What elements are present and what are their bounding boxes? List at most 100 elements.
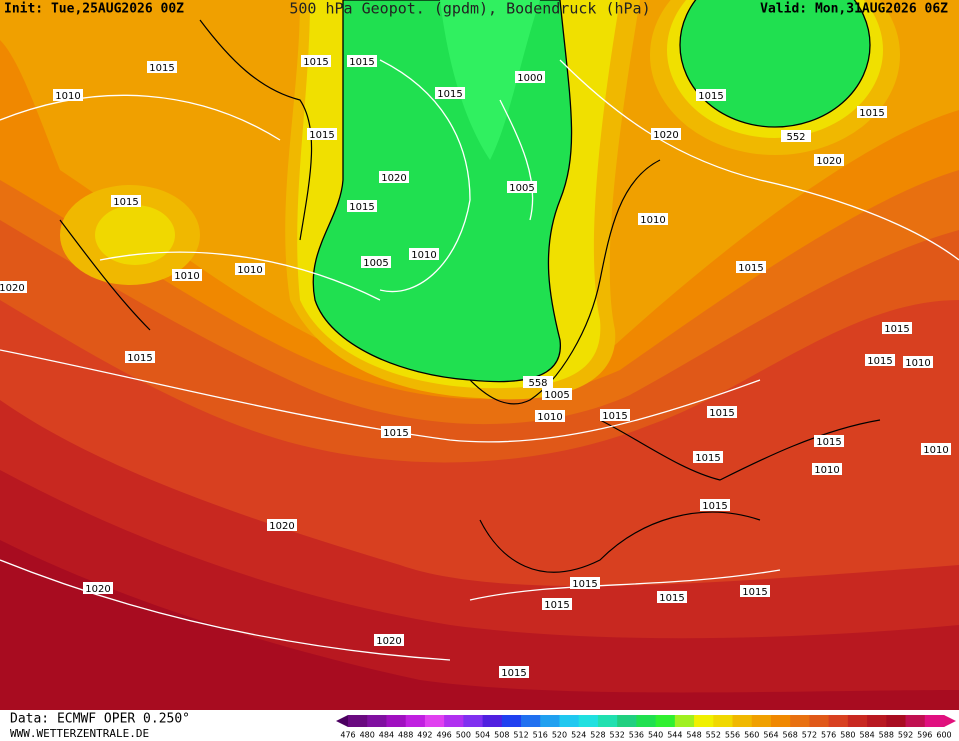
isobar-label-box xyxy=(903,356,933,368)
colorbar-tick-label: 532 xyxy=(610,731,625,740)
colorbar-tick-label: 596 xyxy=(917,731,932,740)
color-bin xyxy=(847,715,868,727)
isobar-label-box xyxy=(812,463,842,475)
colorbar-tick-label: 524 xyxy=(571,731,586,740)
color-bin xyxy=(790,715,810,727)
colorbar-tick-label: 512 xyxy=(513,731,528,740)
isobar-label: 1020 xyxy=(816,156,841,167)
color-bin xyxy=(521,715,541,727)
data-source: Data: ECMWF OPER 0.250° xyxy=(10,712,190,727)
colorbar-tick-label: 564 xyxy=(763,731,778,740)
isobar-label: 1015 xyxy=(383,428,408,439)
isobar-label: 1020 xyxy=(376,636,401,647)
isobar-label-box xyxy=(347,55,377,67)
color-bin xyxy=(559,715,580,727)
isobar-label-box xyxy=(857,106,887,118)
color-bin xyxy=(540,715,560,727)
colorbar-tick-label: 580 xyxy=(840,731,855,740)
color-bin xyxy=(617,715,637,727)
colorbar-tick-label: 516 xyxy=(533,731,548,740)
colorbar-tick-label: 592 xyxy=(898,731,913,740)
isobar-label: 1015 xyxy=(437,89,462,100)
isobar-label-box xyxy=(111,195,141,207)
isobar-label-box xyxy=(542,388,572,400)
isobar-label: 1015 xyxy=(349,57,374,68)
field xyxy=(679,0,871,128)
color-bin xyxy=(424,715,445,727)
isobar-label: 1010 xyxy=(923,445,948,456)
isobar-label: 1015 xyxy=(127,353,152,364)
site-url: WWW.WETTERZENTRALE.DE xyxy=(10,727,149,740)
isobar-label: 1010 xyxy=(814,465,839,476)
isobar-label-box xyxy=(693,451,723,463)
color-bin xyxy=(597,715,618,727)
isobar-label-box xyxy=(435,87,465,99)
color-bin xyxy=(924,715,945,727)
colorbar-tick-label: 504 xyxy=(475,731,490,740)
color-bin xyxy=(886,715,907,727)
color-bin xyxy=(674,715,695,727)
colorbar-tick-label: 548 xyxy=(686,731,701,740)
isobar-label: 1015 xyxy=(816,437,841,448)
colorbar-tick-label: 488 xyxy=(398,731,413,740)
color-bin xyxy=(578,715,599,727)
color-bin xyxy=(405,715,426,727)
isobar-label-box xyxy=(374,634,404,646)
colorbar-tick-label: 560 xyxy=(744,731,759,740)
colorbar-tick-label: 536 xyxy=(629,731,644,740)
color-bin xyxy=(751,715,772,727)
colorbar-tick-label: 544 xyxy=(667,731,682,740)
isobar-label-box xyxy=(53,89,83,101)
isobar-label: 1000 xyxy=(517,73,542,84)
colorbar-tick-label: 496 xyxy=(436,731,451,740)
isobar-label-box xyxy=(267,519,297,531)
isobar-label: 1015 xyxy=(867,356,892,367)
isobar-label: 1010 xyxy=(537,412,562,423)
isobar-label-box xyxy=(542,598,572,610)
isobar-label: 1015 xyxy=(859,108,884,119)
isobar-label: 1015 xyxy=(742,587,767,598)
colorbar-tick-label: 568 xyxy=(783,731,798,740)
isobar-label-box xyxy=(814,435,844,447)
isobar-label: 1005 xyxy=(509,183,534,194)
isobar-label-box xyxy=(301,55,331,67)
isobar-label-box xyxy=(740,585,770,597)
colorbar-tick-label: 552 xyxy=(706,731,721,740)
field xyxy=(95,205,175,265)
color-bin xyxy=(367,715,387,727)
colorbar-tick-label: 480 xyxy=(360,731,375,740)
isobar-label-box xyxy=(781,130,811,142)
isobar-label-box xyxy=(814,154,844,166)
isobar-label: 552 xyxy=(786,132,805,143)
isobar-label: 1015 xyxy=(702,501,727,512)
isobar-label: 1010 xyxy=(55,91,80,102)
colorbar-low xyxy=(336,715,348,727)
isobar-label: 1010 xyxy=(411,250,436,261)
color-bin xyxy=(386,715,407,727)
colorbar-tick-label: 484 xyxy=(379,731,394,740)
colorbar-tick-label: 476 xyxy=(340,731,355,740)
color-bin xyxy=(732,715,753,727)
isobar-label-box xyxy=(409,248,439,260)
isobar-label-box xyxy=(535,410,565,422)
color-bin xyxy=(809,715,830,727)
color-bin xyxy=(770,715,791,727)
isobar-label: 1010 xyxy=(174,271,199,282)
isobar-label-box xyxy=(347,200,377,212)
color-bin xyxy=(636,715,657,727)
isobar-label: 1015 xyxy=(303,57,328,68)
isobar-label-box xyxy=(882,322,912,334)
colorbar-tick-label: 540 xyxy=(648,731,663,740)
isobar-label: 1020 xyxy=(0,283,25,294)
color-bin xyxy=(713,715,734,727)
isobar-label: 1010 xyxy=(640,215,665,226)
isobar-label-box xyxy=(570,577,600,589)
colorbar-tick-label: 520 xyxy=(552,731,567,740)
isobar-label: 1015 xyxy=(572,579,597,590)
color-bin xyxy=(348,715,368,727)
isobar-label-box xyxy=(638,213,668,225)
colorbar-tick-label: 508 xyxy=(494,731,509,740)
isobar-label: 1005 xyxy=(363,258,388,269)
isobar-label: 558 xyxy=(528,378,547,389)
